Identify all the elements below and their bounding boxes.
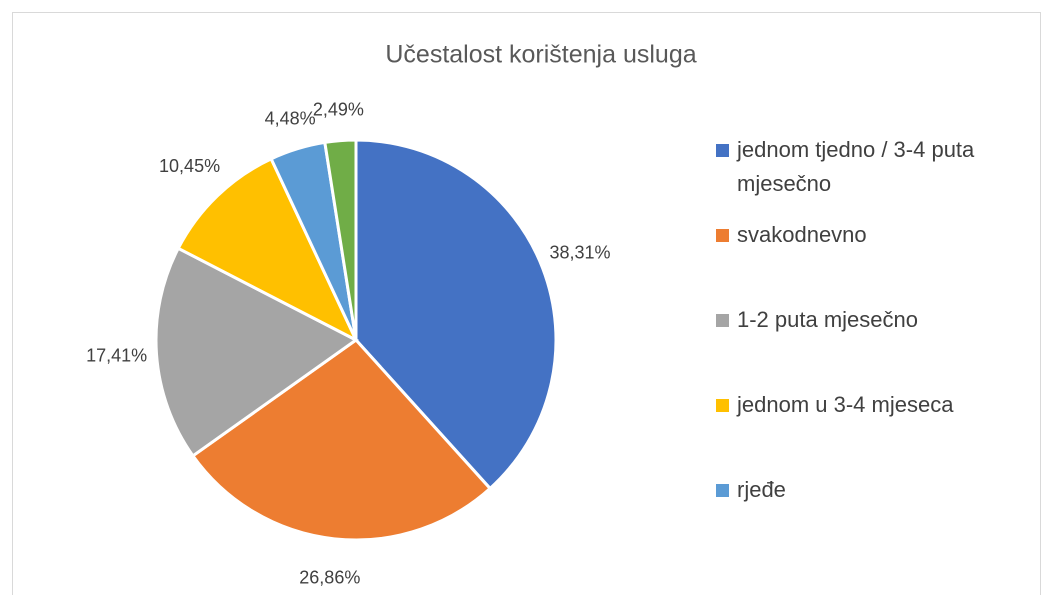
legend-swatch <box>716 314 729 327</box>
legend-item: 1-2 puta mjesečno <box>716 303 1036 337</box>
frame <box>12 12 1041 595</box>
data-label: 2,49% <box>313 99 364 119</box>
data-label: 4,48% <box>265 109 316 129</box>
legend-item: rjeđe <box>716 473 1036 507</box>
legend-swatch <box>716 399 729 412</box>
legend-swatch <box>716 484 729 497</box>
pie-slice <box>354 138 558 491</box>
legend-swatch <box>716 229 729 242</box>
legend-swatch <box>716 144 729 157</box>
pie-slice <box>176 156 360 344</box>
data-label: 38,31% <box>549 243 610 263</box>
data-label: 10,45% <box>159 156 220 176</box>
data-label: 26,86% <box>299 567 360 587</box>
pie-slice <box>323 138 358 341</box>
legend-label: 1-2 puta mjesečno <box>737 307 918 332</box>
pie-slice <box>154 246 359 458</box>
legend-item: jednom u 3-4 mjeseca <box>716 388 1036 422</box>
legend-label: svakodnevno <box>737 222 867 247</box>
legend-item: jednom tjedno / 3-4 puta mjesečno <box>716 133 1036 201</box>
legend-item: svakodnevno <box>716 218 1036 252</box>
legend-label: jednom u 3-4 mjeseca <box>737 392 954 417</box>
legend-label: jednom tjedno / 3-4 puta mjesečno <box>737 137 975 196</box>
chart-title: Učestalost korištenja usluga <box>385 41 696 69</box>
pie-slice <box>190 338 493 542</box>
legend-label: rjeđe <box>737 477 786 502</box>
data-label: 17,41% <box>86 346 147 366</box>
